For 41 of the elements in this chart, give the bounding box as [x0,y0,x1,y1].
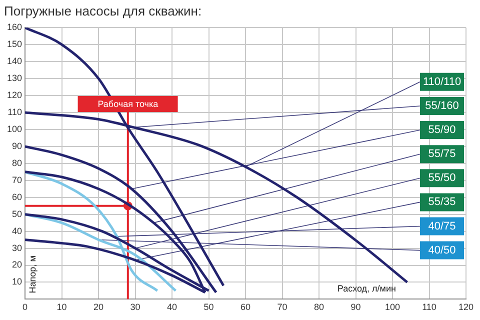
x-tick-label: 100 [384,302,400,312]
text: 55/50 [428,172,456,184]
y-tick-label: 40 [12,226,22,236]
x-tick-label: 60 [240,302,251,312]
y-tick-label: 80 [12,158,22,168]
y-tick-label: 30 [12,242,22,253]
y-tick-label: 90 [12,140,22,151]
y-tick-label: 50 [12,208,22,219]
x-tick-label: 50 [204,302,214,312]
y-axis-title: Напор, м [28,256,38,294]
y-tick-label: 130 [6,73,22,84]
x-tick-label: 30 [130,302,140,312]
x-tick-label: 70 [277,302,288,312]
y-tick-label: 60 [12,192,22,202]
text: 40/50 [428,244,456,256]
y-tick-label: 150 [6,39,22,50]
chart-title: Погружные насосы для скважин: [4,3,202,18]
x-tick-label: 20 [94,302,104,312]
x-axis-title: Расход, л/мин [337,284,396,294]
y-tick-label: 20 [12,260,22,270]
y-tick-label: 140 [6,56,22,66]
text: 55/90 [428,124,456,136]
x-tick-label: 80 [314,302,324,312]
text: 40/75 [428,220,456,232]
y-tick-label: 110 [8,106,22,117]
y-tick-label: 70 [12,174,22,185]
x-tick-label: 90 [350,302,361,312]
text: 110/110 [422,76,462,88]
x-tick-label: 0 [22,302,28,312]
x-tick-label: 110 [422,302,436,312]
label-box: Рабочая точка [78,96,178,112]
x-tick-label: 40 [167,302,178,312]
y-tick-label: 10 [12,276,22,287]
x-tick-label: 120 [458,302,474,312]
x-tick-label: 10 [56,302,67,312]
text: 55/35 [428,196,456,208]
text: 55/160 [425,100,459,112]
y-tick-label: 100 [6,124,22,134]
y-tick-label: 120 [6,90,22,100]
y-tick-label: 160 [6,22,22,32]
text: 55/75 [428,148,456,160]
